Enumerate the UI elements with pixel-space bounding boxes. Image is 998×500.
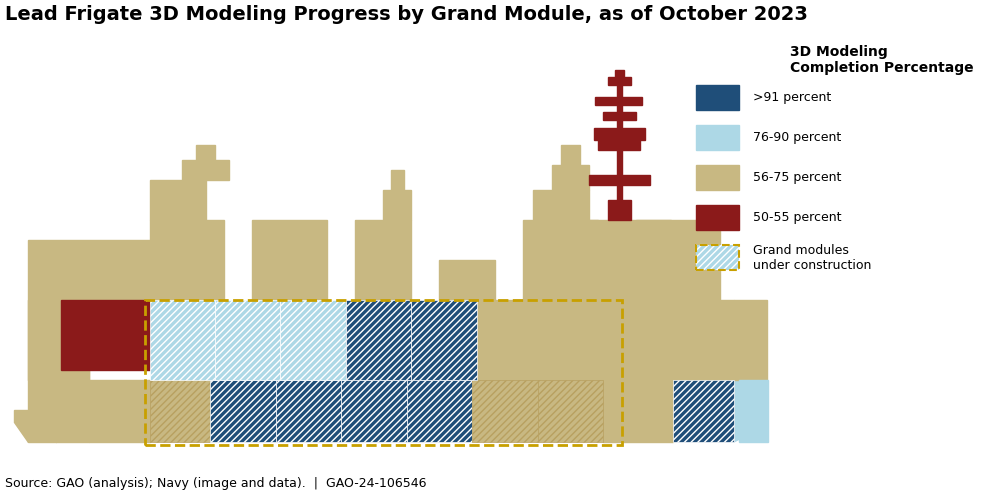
Bar [406,380,472,442]
Bar [183,160,229,180]
Bar [197,145,215,160]
Bar [608,77,631,85]
Bar [215,300,280,380]
Polygon shape [734,300,766,380]
Bar [150,180,206,220]
Bar [28,300,89,380]
Bar [739,380,768,442]
Bar [355,220,411,300]
Bar [589,175,650,185]
Bar [346,300,411,380]
Bar [28,240,150,300]
Polygon shape [14,410,28,442]
Bar [673,300,734,380]
Text: 3D Modeling
Completion Percentage: 3D Modeling Completion Percentage [790,45,973,75]
Bar [150,380,211,442]
Bar [538,380,603,442]
Bar [28,300,89,380]
Bar [211,380,275,442]
Bar [617,80,622,200]
Text: 76-90 percent: 76-90 percent [752,132,840,144]
Bar [603,112,636,120]
Bar [552,165,589,190]
Bar [89,380,150,442]
Bar [472,380,538,442]
Text: Lead Frigate 3D Modeling Progress by Grand Module, as of October 2023: Lead Frigate 3D Modeling Progress by Gra… [5,5,807,24]
Bar [341,380,406,442]
Bar [542,300,608,380]
Bar [697,205,739,230]
Bar [636,220,720,300]
Text: Grand modules
under construction: Grand modules under construction [752,244,871,272]
Text: >91 percent: >91 percent [752,92,830,104]
Bar [524,220,598,300]
Bar [608,200,631,220]
Bar [697,165,739,190]
Bar [145,300,622,445]
Bar [697,85,739,110]
Polygon shape [28,380,89,442]
Bar [697,245,739,270]
Text: 56-75 percent: 56-75 percent [752,172,841,184]
Polygon shape [734,380,766,442]
Bar [391,170,404,190]
Bar [280,300,346,380]
Bar [608,300,673,380]
Polygon shape [28,410,56,442]
Bar [275,380,341,442]
Bar [596,97,643,105]
Bar [603,380,617,442]
Text: Source: GAO (analysis); Navy (image and data).  |  GAO-24-106546: Source: GAO (analysis); Navy (image and … [5,477,426,490]
Bar [533,190,589,220]
Bar [61,300,150,370]
Bar [561,145,580,165]
Bar [697,125,739,150]
Bar [411,300,477,380]
Bar [594,128,645,140]
Bar [252,220,327,300]
Bar [477,300,542,380]
Bar [598,140,641,150]
Bar [383,190,411,220]
Bar [150,300,215,380]
Text: 50-55 percent: 50-55 percent [752,212,841,224]
Bar [673,380,734,442]
Bar [439,260,495,300]
Bar [583,220,672,300]
Bar [697,245,739,270]
Bar [615,70,625,80]
Bar [617,380,673,442]
Bar [150,220,225,300]
